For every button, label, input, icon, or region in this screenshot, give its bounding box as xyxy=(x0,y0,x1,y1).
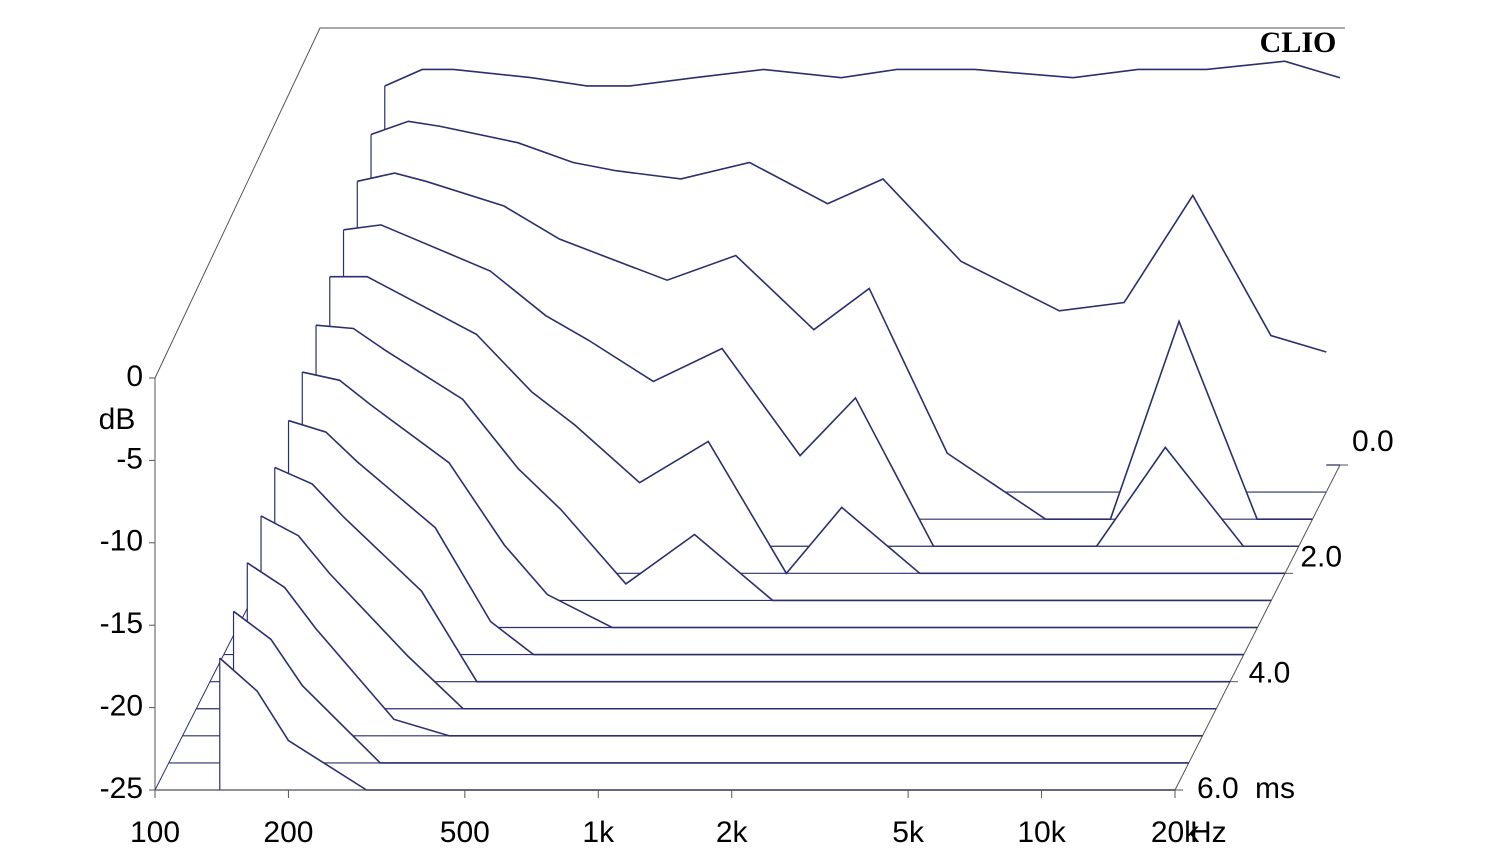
z-tick-label: 2.0 xyxy=(1300,541,1342,574)
x-axis-label: Hz xyxy=(1190,816,1227,849)
slice-fill xyxy=(251,325,1272,601)
slice-fill xyxy=(155,658,1175,790)
slice-curve xyxy=(329,275,1285,575)
x-tick-label: 1k xyxy=(582,816,615,849)
z-tick-label: 6.0 xyxy=(1197,772,1239,805)
slice-curve xyxy=(233,610,1189,764)
slice-curve xyxy=(370,120,1327,353)
slice-curve xyxy=(260,515,1217,710)
x-tick-label: 200 xyxy=(263,816,313,849)
x-tick-label: 20k xyxy=(1151,816,1200,849)
y-tick-label: -20 xyxy=(100,690,143,723)
y-tick-label: -25 xyxy=(100,772,143,805)
slice-curve xyxy=(288,419,1244,656)
slice-curve xyxy=(246,562,1203,737)
y-tick-label: -10 xyxy=(100,525,143,558)
slice-curve xyxy=(274,466,1230,683)
plot-area xyxy=(154,27,1345,791)
y-tick-label: -15 xyxy=(100,607,143,640)
x-tick-label: 100 xyxy=(130,816,180,849)
slice-curve xyxy=(302,371,1258,629)
z-axis-label: ms xyxy=(1255,772,1295,805)
x-tick-label: 5k xyxy=(892,816,925,849)
slice-fill xyxy=(237,372,1258,628)
slice-curve xyxy=(384,60,1341,87)
brand: CLIO xyxy=(1260,26,1337,59)
y-tick-label: -5 xyxy=(116,442,143,475)
y-tick-label: 0 xyxy=(126,360,143,393)
z-tick-label: 4.0 xyxy=(1249,656,1291,689)
x-tick-label: 2k xyxy=(716,816,749,849)
slice-curve xyxy=(315,324,1272,602)
frame-edge xyxy=(154,27,1345,379)
slice-curve xyxy=(357,172,1313,520)
y-axis-label: dB xyxy=(99,403,136,436)
x-tick-label: 10k xyxy=(1017,816,1066,849)
x-tick-label: 500 xyxy=(440,816,490,849)
z-tick-label: 0.0 xyxy=(1352,425,1394,458)
slice-curve xyxy=(343,224,1299,548)
